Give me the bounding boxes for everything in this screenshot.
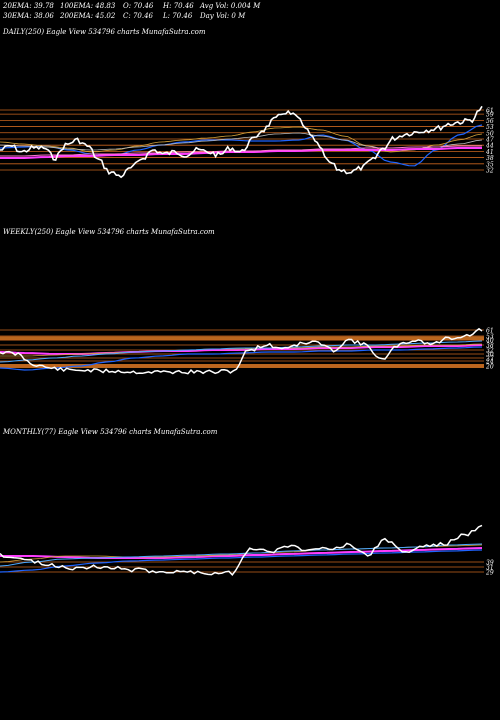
monthly-price-level-label: 39: [486, 560, 494, 567]
header-ema20: 20EMA: 39.78: [3, 2, 54, 10]
daily-price-level-label: 35: [486, 161, 494, 168]
monthly-price-line: [0, 524, 483, 576]
daily-price-level-label: 41: [485, 149, 494, 156]
weekly-ema-gold: [0, 343, 483, 357]
header-ema30: 30EMA: 38.06: [3, 12, 54, 20]
monthly-ema-light-blue: [0, 543, 483, 567]
weekly-price-level-label: 24: [485, 359, 494, 366]
daily-price-level-label: 32: [486, 168, 494, 175]
header-open: O: 70.46: [123, 2, 154, 10]
monthly-price-level-label: 31: [486, 565, 494, 572]
weekly-price-level-label: 32: [486, 348, 494, 355]
daily-ema-magenta: [0, 147, 482, 159]
header-low: L: 70.46: [163, 12, 193, 20]
header-ema200: 200EMA: 45.02: [60, 12, 116, 20]
header-avg-vol: Avg Vol: 0.004 M: [200, 2, 261, 10]
weekly-price-level-label: 61: [486, 328, 494, 335]
header-high: H: 70.46: [163, 2, 194, 10]
header-ema100: 100EMA: 48.83: [60, 2, 116, 10]
weekly-ema-light-blue: [0, 340, 483, 363]
monthly-ema-blue: [0, 549, 483, 573]
daily-panel-label: DAILY(250) Eagle View 534796 charts Muna…: [3, 28, 206, 36]
weekly-price-line: [0, 327, 483, 375]
weekly-ema-blue: [0, 346, 483, 371]
daily-price-level-label: 61: [486, 108, 494, 115]
daily-ema-blue: [0, 124, 483, 167]
daily-price-line: [0, 105, 483, 179]
weekly-panel-label: WEEKLY(250) Eagle View 534796 charts Mun…: [3, 228, 215, 236]
weekly-price-level-label: 20: [485, 364, 494, 371]
weekly-price-level-label: 53: [486, 334, 494, 341]
daily-price-level-label: 44: [485, 143, 494, 150]
daily-price-level-label: 56: [486, 118, 494, 125]
monthly-price-level-label: 29: [485, 570, 494, 577]
daily-price-level-label: 50: [486, 130, 494, 137]
header-close: C: 70.46: [123, 12, 153, 20]
weekly-volume-band: [0, 336, 484, 341]
daily-price-level-label: 47: [485, 136, 494, 143]
header-day-vol: Day Vol: 0 M: [200, 12, 246, 20]
daily-price-level-label: 53: [486, 124, 494, 131]
monthly-panel-label: MONTHLY(77) Eagle View 534796 charts Mun…: [3, 428, 218, 436]
weekly-price-level-label: 27: [485, 356, 494, 363]
daily-price-level-label: 59: [486, 112, 494, 119]
daily-price-level-label: 38: [486, 155, 494, 162]
weekly-price-level-label: 40: [485, 338, 494, 345]
weekly-price-level-label: 38: [486, 343, 494, 350]
weekly-price-level-label: 30: [486, 352, 494, 359]
daily-ema-gold: [0, 126, 483, 153]
